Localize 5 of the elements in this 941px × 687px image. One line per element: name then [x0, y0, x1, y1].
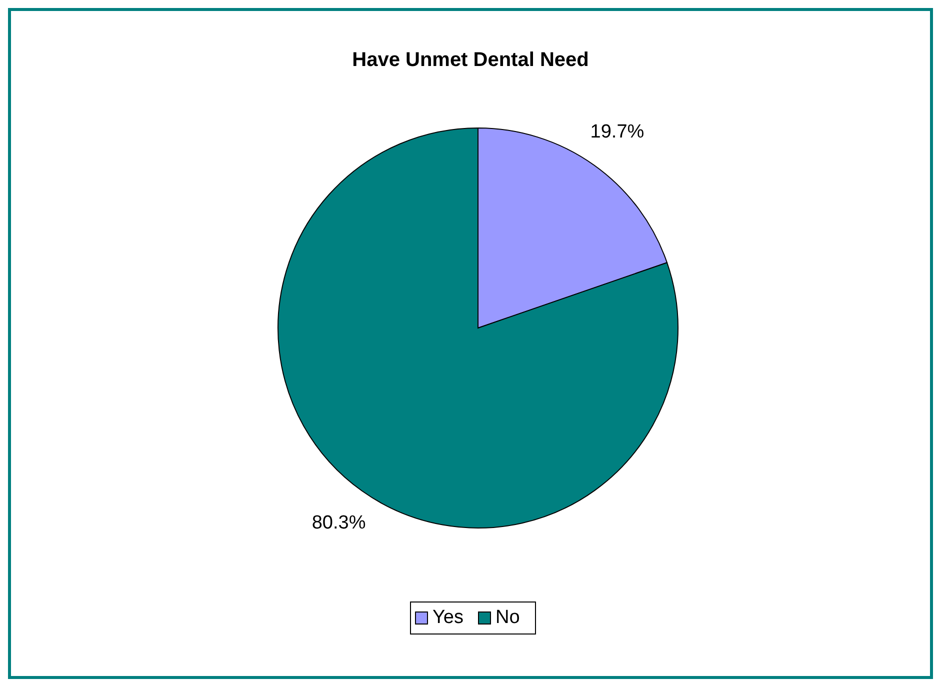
data-label: 19.7%: [590, 122, 644, 143]
legend-label: No: [496, 607, 520, 628]
data-label: 80.3%: [312, 512, 366, 534]
chart-title: Have Unmet Dental Need: [352, 49, 589, 71]
legend-label: Yes: [432, 607, 464, 628]
